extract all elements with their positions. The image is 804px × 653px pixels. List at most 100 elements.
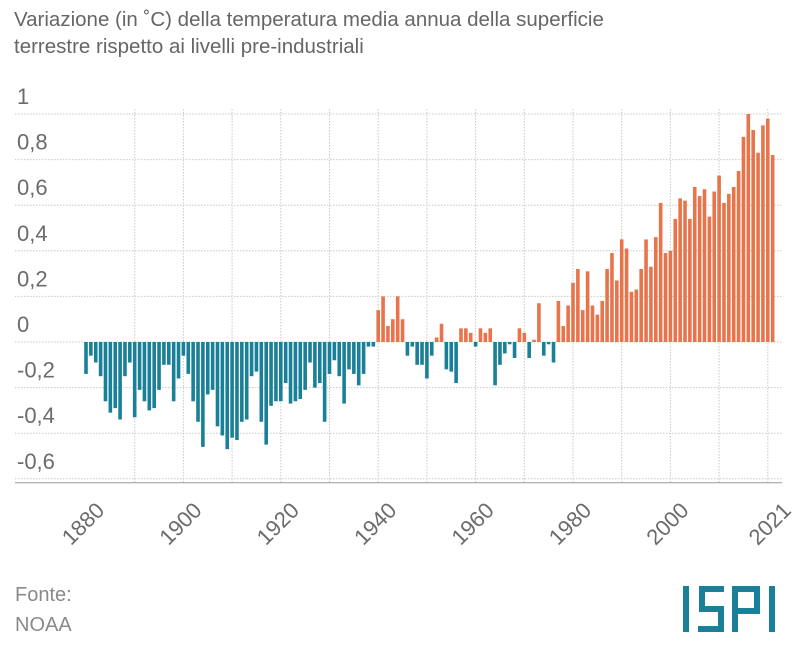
bar-1932: [337, 342, 342, 377]
bar-1963: [488, 328, 493, 342]
bar-1882: [93, 342, 98, 363]
bar-1929: [322, 342, 327, 422]
bar-1970: [522, 332, 527, 342]
bar-1990: [619, 239, 624, 342]
bar-1967: [507, 342, 512, 345]
bar-1900: [181, 342, 186, 356]
bar-1974: [541, 342, 546, 356]
bar-1933: [342, 342, 346, 404]
bar-1955: [449, 342, 454, 372]
y-tick-label: 0,8: [17, 130, 48, 155]
bar-1965: [498, 342, 502, 365]
bar-1938: [366, 342, 371, 347]
bar-1941: [381, 296, 385, 342]
bar-1939: [371, 342, 376, 347]
bar-1971: [527, 342, 531, 358]
bar-1895: [157, 342, 161, 390]
bar-1930: [327, 342, 332, 374]
bar-1887: [118, 342, 122, 420]
source-name: NOAA: [15, 614, 72, 636]
x-tick-label: 1900: [154, 498, 206, 550]
bar-1946: [405, 342, 410, 356]
bar-2009: [712, 191, 717, 342]
x-tick-label: 1980: [544, 498, 596, 550]
y-tick-label: 0,6: [17, 175, 48, 200]
bar-1892: [142, 342, 147, 402]
bar-1937: [361, 342, 366, 374]
bar-1978: [561, 326, 566, 342]
bar-1994: [639, 269, 643, 342]
bar-2012: [727, 193, 731, 342]
chart-title-line-2: terrestre rispetto ai livelli pre-indust…: [14, 35, 364, 58]
bar-1916: [259, 342, 264, 422]
bar-1909: [225, 342, 230, 450]
bar-2015: [741, 136, 746, 342]
bar-1954: [444, 342, 449, 370]
bar-1915: [254, 342, 259, 372]
bar-1945: [400, 319, 405, 342]
bar-1919: [274, 342, 278, 402]
bar-2004: [688, 218, 692, 342]
bar-1934: [347, 342, 351, 370]
bar-1936: [356, 342, 361, 386]
bar-1999: [663, 253, 668, 342]
bar-1975: [546, 342, 551, 345]
bar-1921: [283, 342, 288, 384]
bar-1973: [537, 303, 541, 342]
bar-1901: [186, 342, 191, 374]
bar-1940: [376, 310, 380, 342]
bar-1950: [425, 342, 429, 379]
bar-1904: [201, 342, 205, 447]
bar-1980: [571, 282, 575, 342]
bar-1914: [249, 342, 254, 377]
bar-1976: [551, 342, 556, 363]
bar-1960: [473, 342, 478, 347]
bar-1979: [566, 305, 570, 342]
bar-1993: [634, 289, 639, 342]
bar-1949: [420, 342, 424, 365]
bar-1903: [196, 342, 200, 422]
bar-1991: [624, 248, 629, 342]
bar-1925: [303, 342, 307, 390]
bar-1957: [459, 328, 463, 342]
bar-1995: [644, 239, 648, 342]
bar-1986: [600, 300, 605, 342]
bar-1984: [590, 305, 595, 342]
bar-1908: [220, 342, 225, 436]
x-tick-label: 2021: [744, 498, 796, 550]
bar-1952: [434, 337, 439, 342]
x-tick-label: 1940: [349, 498, 401, 550]
bar-1992: [629, 291, 634, 342]
bar-1923: [293, 342, 298, 402]
bar-1927: [313, 342, 317, 388]
bar-1942: [386, 326, 390, 342]
y-tick-label: -0,6: [17, 449, 55, 474]
bar-1989: [615, 280, 619, 342]
bar-1998: [658, 202, 663, 342]
bar-1948: [415, 342, 419, 365]
bar-1962: [483, 332, 488, 342]
bar-1951: [429, 342, 434, 356]
bar-2020: [766, 118, 770, 342]
bar-2003: [683, 200, 687, 342]
bar-2008: [707, 216, 712, 342]
bar-1913: [244, 342, 249, 420]
bar-1982: [580, 310, 585, 342]
bar-1902: [191, 342, 195, 402]
x-tick-label: 2000: [641, 498, 693, 550]
bar-1888: [123, 342, 127, 377]
bar-2011: [722, 202, 726, 342]
bar-1911: [235, 342, 239, 441]
bar-2017: [751, 129, 755, 342]
bar-1997: [653, 237, 658, 342]
bar-1996: [649, 266, 653, 342]
bar-2013: [731, 186, 736, 342]
chart-title: Variazione (in ˚C) della temperatura med…: [14, 6, 604, 60]
y-tick-label: 0,4: [17, 221, 48, 246]
bar-1926: [308, 342, 312, 363]
x-tick-label: 1880: [57, 498, 109, 550]
source-label: Fonte:: [15, 584, 72, 606]
bar-1959: [468, 332, 473, 342]
bar-1906: [210, 342, 215, 390]
bar-1985: [595, 314, 600, 342]
